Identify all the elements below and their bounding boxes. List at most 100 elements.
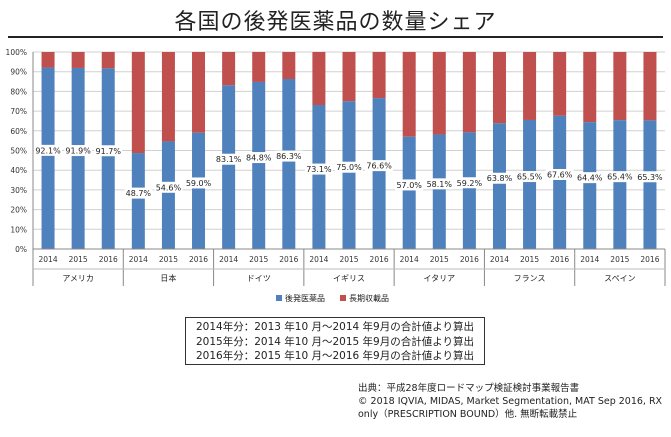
- data-label-bg: [124, 187, 153, 199]
- data-label-bg: [154, 181, 183, 193]
- bar-segment-long-listed: [342, 52, 356, 102]
- legend-swatch: [340, 295, 346, 301]
- note-line: 2014年分：2013 年10 月～2014 年9月の合計値より算出: [196, 321, 475, 333]
- bar-segment-generic: [372, 98, 386, 250]
- y-tick-label: 20%: [10, 206, 27, 215]
- data-label-bg: [94, 145, 123, 157]
- data-label-bg: [274, 150, 303, 162]
- data-label: 65.3%: [637, 173, 663, 182]
- data-label-bg: [244, 152, 273, 164]
- bar-segment-long-listed: [312, 52, 326, 105]
- data-labels: 92.1% 91.9% 91.7% 48.7% 54.6% 59.0% 83.1% 84.8%…: [34, 144, 664, 199]
- bar-segment-generic: [282, 78, 296, 249]
- y-tick-label: 10%: [10, 225, 27, 234]
- bar-segment-generic: [312, 104, 326, 249]
- title-underline: [8, 36, 663, 38]
- x-tick-year: 2016: [550, 255, 569, 264]
- x-tick-year: 2015: [610, 255, 629, 264]
- data-label: 75.0%: [336, 163, 362, 172]
- data-label-bg: [605, 171, 634, 183]
- data-label: 48.7%: [126, 189, 152, 198]
- y-tick-label: 0%: [15, 245, 27, 254]
- x-group-label: イギリス: [333, 274, 365, 283]
- data-label: 76.6%: [366, 162, 392, 171]
- data-label: 54.6%: [156, 183, 182, 192]
- bar-segment-long-listed: [372, 52, 386, 99]
- x-tick-year: 2015: [249, 255, 268, 264]
- bar-segment-generic: [41, 67, 55, 249]
- y-tick-label: 50%: [10, 147, 27, 156]
- bar-segment-generic: [101, 68, 115, 249]
- data-label: 65.5%: [517, 173, 543, 182]
- stacked-bar-chart: 0%10%20%30%40%50%60%70%80%90%100% 92.1% 9…: [6, 48, 666, 303]
- x-tick-year: 2014: [580, 255, 599, 264]
- data-label-bg: [635, 171, 664, 183]
- x-tick-year: 2016: [640, 255, 659, 264]
- period-notes-box: 2014年分：2013 年10 月～2014 年9月の合計値より算出 2015年…: [185, 317, 485, 365]
- bar-segment-generic: [553, 115, 567, 249]
- data-label: 65.4%: [607, 173, 633, 182]
- bar-segment-generic: [462, 132, 476, 249]
- bar-segment-long-listed: [432, 52, 446, 135]
- data-label-bg: [214, 153, 243, 165]
- data-label: 84.8%: [246, 154, 272, 163]
- data-label: 67.6%: [547, 170, 573, 179]
- x-group-label: スペイン: [604, 274, 635, 283]
- bar-segment-long-listed: [192, 52, 206, 133]
- data-label: 91.7%: [96, 147, 122, 156]
- bar-segment-long-listed: [583, 52, 597, 123]
- y-tick-label: 80%: [10, 87, 27, 96]
- x-tick-year: 2015: [430, 255, 449, 264]
- bar-segment-generic: [192, 132, 206, 249]
- y-tick-label: 100%: [6, 48, 27, 57]
- bar-segment-long-listed: [41, 52, 55, 68]
- bar-segment-long-listed: [643, 52, 657, 121]
- x-tick-year: 2016: [370, 255, 389, 264]
- x-group-label: ドイツ: [247, 274, 271, 283]
- bar-segment-generic: [583, 122, 597, 249]
- legend-label: 長期収載品: [349, 293, 389, 303]
- bar-segment-generic: [252, 81, 266, 249]
- bar-segment-long-listed: [101, 52, 115, 69]
- y-tick-label: 40%: [10, 166, 27, 175]
- bar-segment-generic: [613, 120, 627, 249]
- source-note: 出典：平成28年度ロードマップ検証検討事業報告書 © 2018 IQVIA, M…: [358, 382, 668, 422]
- bar-segment-generic: [643, 120, 657, 249]
- note-line: 2015年分：2014 年10 月～2015 年9月の合計値より算出: [196, 335, 475, 348]
- x-tick-year: 2016: [460, 255, 479, 264]
- x-tick-year: 2014: [219, 255, 238, 264]
- data-label-bg: [34, 144, 63, 156]
- bar-segment-long-listed: [282, 52, 296, 79]
- data-label: 64.4%: [577, 174, 603, 183]
- y-tick-label: 90%: [10, 68, 27, 77]
- chart-title: 各国の後発医薬品の数量シェア: [174, 10, 497, 35]
- data-label-bg: [395, 179, 424, 191]
- data-label: 92.1%: [35, 146, 61, 155]
- data-label-bg: [575, 172, 604, 184]
- data-label-bg: [455, 177, 484, 189]
- data-label-bg: [545, 168, 574, 180]
- bar-segment-generic: [222, 85, 236, 249]
- data-label: 59.0%: [186, 179, 212, 188]
- bar-segment-long-listed: [462, 52, 476, 133]
- bar-segment-generic: [402, 136, 416, 249]
- y-tick-label: 70%: [10, 107, 27, 116]
- legend-swatch: [276, 295, 282, 301]
- bar-segment-long-listed: [131, 52, 145, 154]
- bars: [41, 52, 657, 250]
- note-line: 2016年分：2015 年10 月～2016 年9月の合計値より算出: [196, 350, 475, 362]
- x-group-label: イタリア: [423, 274, 455, 283]
- bar-segment-generic: [523, 119, 537, 249]
- x-group-label: フランス: [514, 274, 546, 283]
- y-tick-label: 60%: [10, 127, 27, 136]
- data-label: 83.1%: [216, 155, 242, 164]
- bar-segment-long-listed: [161, 52, 175, 142]
- data-label-bg: [335, 161, 363, 173]
- x-tick-year: 2014: [309, 255, 328, 264]
- x-tick-year: 2015: [339, 255, 358, 264]
- bar-segment-long-listed: [252, 52, 266, 82]
- data-label-bg: [304, 163, 333, 175]
- bar-segment-generic: [342, 101, 356, 249]
- x-tick-year: 2014: [490, 255, 509, 264]
- x-tick-year: 2015: [520, 255, 539, 264]
